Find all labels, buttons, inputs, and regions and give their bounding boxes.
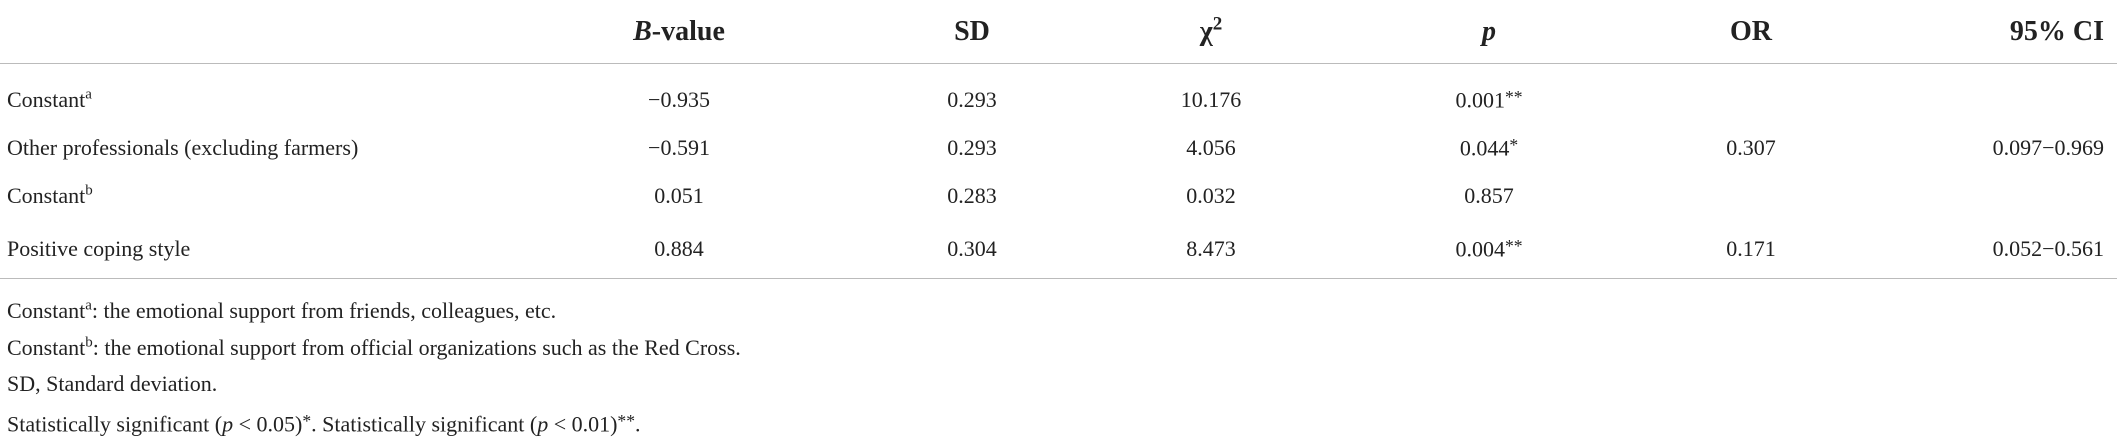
- cell: 0.293: [818, 124, 1126, 172]
- cell: 0.004**: [1296, 220, 1682, 279]
- cell-value: 0.283: [947, 183, 997, 208]
- table-body: Constanta −0.935 0.293 10.176 0.001** Other p…: [0, 64, 2117, 279]
- cell: 0.097−0.969: [1820, 124, 2117, 172]
- cell-value: 0.293: [947, 87, 997, 112]
- significance-stars: *: [1509, 134, 1519, 155]
- row-label: Positive coping style: [0, 220, 540, 279]
- cell: 0.171: [1682, 220, 1820, 279]
- cell: 0.051: [540, 172, 818, 220]
- table-row: Other professionals (excluding farmers) −…: [0, 124, 2117, 172]
- footnote: Constantb: the emotional support from of…: [7, 334, 741, 360]
- cell: [1682, 172, 1820, 220]
- cell: [1820, 172, 2117, 220]
- cell-value: −0.591: [648, 135, 710, 160]
- footnote: SD, Standard deviation.: [7, 371, 218, 396]
- footnotes: Constanta: the emotional support from fr…: [7, 293, 741, 439]
- cell: 8.473: [1126, 220, 1296, 279]
- cell: −0.591: [540, 124, 818, 172]
- cell-value: 0.307: [1726, 135, 1776, 160]
- cell: [1682, 64, 1820, 125]
- cell-value: 0.032: [1186, 183, 1236, 208]
- footnote: Constanta: the emotional support from fr…: [7, 297, 557, 323]
- header-cell: χ2: [1126, 0, 1296, 64]
- cell: 0.304: [818, 220, 1126, 279]
- cell: 0.293: [818, 64, 1126, 125]
- cell: 0.001**: [1296, 64, 1682, 125]
- cell: 10.176: [1126, 64, 1296, 125]
- label-text: Other professionals (excluding farmers): [7, 135, 359, 160]
- cell-value: 0.001: [1455, 87, 1505, 113]
- cell: 0.052−0.561: [1820, 220, 2117, 279]
- significance-stars: **: [1504, 235, 1523, 256]
- header-cell: p: [1296, 0, 1682, 64]
- significance-stars: **: [1504, 86, 1523, 107]
- header-cell: OR: [1682, 0, 1820, 64]
- cell-value: 0.004: [1455, 236, 1505, 262]
- label-superscript: b: [85, 182, 93, 199]
- cell: 0.307: [1682, 124, 1820, 172]
- cell: −0.935: [540, 64, 818, 125]
- cell-value: 0.044: [1459, 135, 1510, 161]
- cell: [1820, 64, 2117, 125]
- header-row: B-value SD χ2 p OR 95% CI: [0, 0, 2117, 64]
- cell: 0.884: [540, 220, 818, 279]
- cell-value: 8.473: [1186, 236, 1236, 261]
- footnote: Statistically significant (p < 0.05)*. S…: [7, 410, 641, 436]
- regression-table: B-value SD χ2 p OR 95% CI Constanta −0.93…: [0, 0, 2117, 279]
- cell-value: 0.857: [1464, 183, 1514, 208]
- cell-value: −0.935: [648, 87, 710, 112]
- row-label: Other professionals (excluding farmers): [0, 124, 540, 172]
- table-row: Positive coping style 0.884 0.304 8.473 0.00…: [0, 220, 2117, 279]
- cell: 4.056: [1126, 124, 1296, 172]
- table-row: Constantb 0.051 0.283 0.032 0.857: [0, 172, 2117, 220]
- cell-value: 10.176: [1180, 87, 1242, 112]
- cell-value: 0.304: [947, 236, 997, 261]
- table-row: Constanta −0.935 0.293 10.176 0.001**: [0, 64, 2117, 125]
- cell-value: 0.097−0.969: [1992, 135, 2104, 160]
- header-cell: 95% CI: [1820, 0, 2117, 64]
- cell-value: 0.171: [1726, 236, 1776, 261]
- cell: 0.857: [1296, 172, 1682, 220]
- cell-value: 0.293: [947, 135, 997, 160]
- label-text: Constant: [7, 183, 86, 208]
- label-text: Positive coping style: [7, 236, 191, 261]
- row-label: Constanta: [0, 64, 540, 125]
- header-cell: B-value: [540, 0, 818, 64]
- cell-value: 0.052−0.561: [1992, 236, 2104, 261]
- cell: 0.283: [818, 172, 1126, 220]
- header-cell: SD: [818, 0, 1126, 64]
- cell-value: 0.884: [654, 236, 704, 261]
- label-superscript: a: [85, 86, 92, 103]
- label-text: Constant: [7, 87, 86, 112]
- cell: 0.032: [1126, 172, 1296, 220]
- cell-value: 0.051: [654, 183, 704, 208]
- cell: 0.044*: [1296, 124, 1682, 172]
- row-label: Constantb: [0, 172, 540, 220]
- cell-value: 4.056: [1186, 135, 1236, 160]
